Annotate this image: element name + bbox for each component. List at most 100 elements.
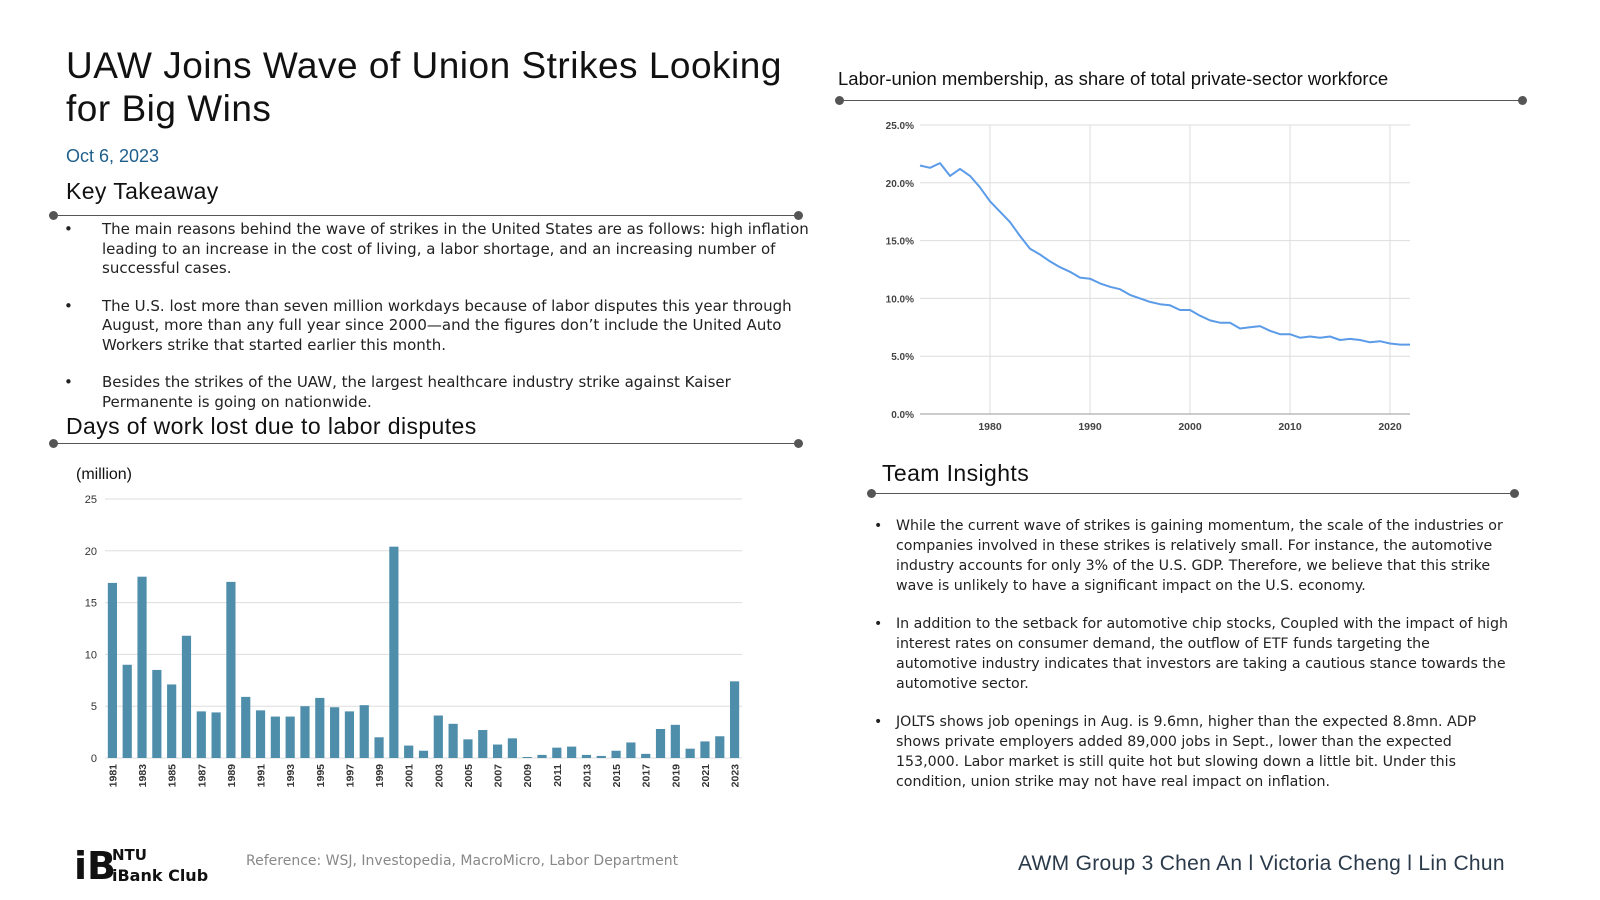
- x-tick-label: 2023: [730, 764, 742, 788]
- bar: [492, 744, 503, 758]
- days-lost-rule: [49, 438, 803, 448]
- x-tick-label: 2007: [493, 764, 505, 788]
- bar: [537, 754, 547, 758]
- x-tick-label: 2011: [552, 764, 564, 787]
- reference-note: Reference: WSJ, Investopedia, MacroMicro…: [246, 853, 679, 869]
- bar: [626, 742, 636, 758]
- y-tick-label: 10: [85, 649, 97, 661]
- y-tick-label: 5: [91, 701, 97, 713]
- bar: [315, 697, 325, 758]
- logo-line1: NTU: [112, 846, 147, 864]
- publish-date: Oct 6, 2023: [66, 146, 160, 166]
- x-tick-label: 2001: [404, 764, 416, 788]
- x-tick-label: 2009: [522, 764, 534, 788]
- y-tick-label: 15.0%: [886, 237, 914, 248]
- y-tick-label: 0.0%: [891, 410, 914, 421]
- bar: [730, 681, 740, 758]
- x-tick-label: 1980: [978, 421, 1002, 433]
- x-tick-label: 1981: [107, 764, 119, 788]
- x-tick-label: 1993: [285, 764, 297, 788]
- chart-unit-label: (million): [76, 466, 132, 483]
- x-tick-label: 2013: [581, 764, 593, 788]
- x-tick-label: 2017: [641, 764, 653, 788]
- y-tick-label: 0: [91, 753, 97, 765]
- bar: [685, 748, 695, 758]
- ntu-ibank-club-logo: iB NTU iBank Club: [74, 846, 244, 892]
- bar: [330, 707, 340, 758]
- union-membership-line-chart: 0.0% 5.0% 10.0% 15.0% 20.0% 25.0% 1980 1990 2000…: [886, 121, 1410, 433]
- bar: [107, 582, 117, 758]
- days-lost-bar-chart: 0 5 10 15 20 25 1981 1983 1985 1987 1989 1991 1993 19…: [85, 495, 742, 788]
- y-tick-label: 20: [85, 546, 97, 558]
- x-tick-label: 2021: [700, 764, 712, 788]
- bar: [226, 581, 236, 758]
- bar: [181, 635, 192, 758]
- bar: [389, 546, 399, 758]
- team-insights-heading: Team Insights: [882, 460, 1030, 486]
- bar: [241, 696, 251, 758]
- y-tick-label: 25: [85, 495, 97, 506]
- bar: [522, 756, 532, 758]
- bar: [285, 716, 295, 758]
- bar: [700, 741, 710, 758]
- y-tick-label: 20.0%: [886, 179, 914, 190]
- bar: [507, 738, 517, 758]
- bar: [670, 724, 680, 758]
- takeaway-item: The U.S. lost more than seven million wo…: [64, 297, 824, 356]
- days-lost-heading: Days of work lost due to labor disputes: [66, 413, 477, 439]
- bar: [552, 747, 562, 758]
- bar: [596, 755, 606, 758]
- bar: [418, 750, 429, 758]
- bar: [404, 745, 414, 758]
- union-chart-title: Labor-union membership, as share of tota…: [838, 68, 1389, 89]
- takeaway-item: The main reasons behind the wave of stri…: [64, 220, 824, 279]
- x-tick-label: 2020: [1378, 421, 1402, 433]
- key-takeaway-list: The main reasons behind the wave of stri…: [64, 220, 824, 430]
- bar: [567, 746, 577, 758]
- x-tick-label: 1991: [256, 764, 268, 788]
- x-tick-label: 2003: [433, 764, 445, 788]
- bar: [374, 737, 384, 758]
- bar: [478, 730, 488, 758]
- x-tick-label: 1999: [374, 764, 386, 788]
- insight-item: While the current wave of strikes is gai…: [874, 516, 1514, 596]
- author-credits: AWM Group 3 Chen An l Victoria Cheng l L…: [1018, 852, 1505, 875]
- bar: [300, 706, 310, 758]
- bar: [122, 664, 132, 758]
- bar: [715, 736, 725, 758]
- x-tick-label: 2000: [1178, 421, 1202, 433]
- x-tick-label: 2015: [611, 764, 623, 788]
- x-tick-label: 1983: [137, 764, 149, 788]
- x-tick-label: 1987: [196, 764, 208, 788]
- x-tick-label: 2010: [1278, 421, 1302, 433]
- x-tick-label: 1989: [226, 764, 238, 788]
- team-insights-list: While the current wave of strikes is gai…: [874, 516, 1514, 810]
- y-tick-label: 5.0%: [891, 352, 914, 363]
- insight-item: JOLTS shows job openings in Aug. is 9.6m…: [874, 712, 1514, 792]
- x-tick-label: 1985: [167, 764, 179, 788]
- y-tick-label: 25.0%: [886, 121, 914, 132]
- bar: [344, 711, 355, 758]
- logo-line2: iBank Club: [112, 866, 209, 885]
- bar: [655, 728, 666, 758]
- x-tick-label: 1995: [315, 764, 327, 788]
- bar: [359, 705, 369, 758]
- x-tick-label: 2005: [463, 764, 475, 788]
- team-insights-rule: [867, 488, 1519, 498]
- page-title: UAW Joins Wave of Union Strikes Looking …: [66, 45, 782, 129]
- bar: [611, 750, 621, 758]
- key-takeaway-heading: Key Takeaway: [66, 178, 219, 204]
- y-tick-label: 10.0%: [886, 294, 914, 305]
- bar: [270, 716, 280, 758]
- bar: [167, 684, 177, 758]
- insight-item: In addition to the setback for automotiv…: [874, 614, 1514, 694]
- bar: [211, 712, 221, 758]
- x-tick-label: 2019: [670, 764, 682, 788]
- bar: [137, 576, 147, 758]
- y-tick-label: 15: [85, 598, 97, 610]
- bar: [152, 669, 162, 758]
- x-tick-label: 1997: [344, 764, 356, 788]
- bar: [255, 710, 266, 758]
- bar: [448, 723, 458, 758]
- bar: [433, 715, 443, 758]
